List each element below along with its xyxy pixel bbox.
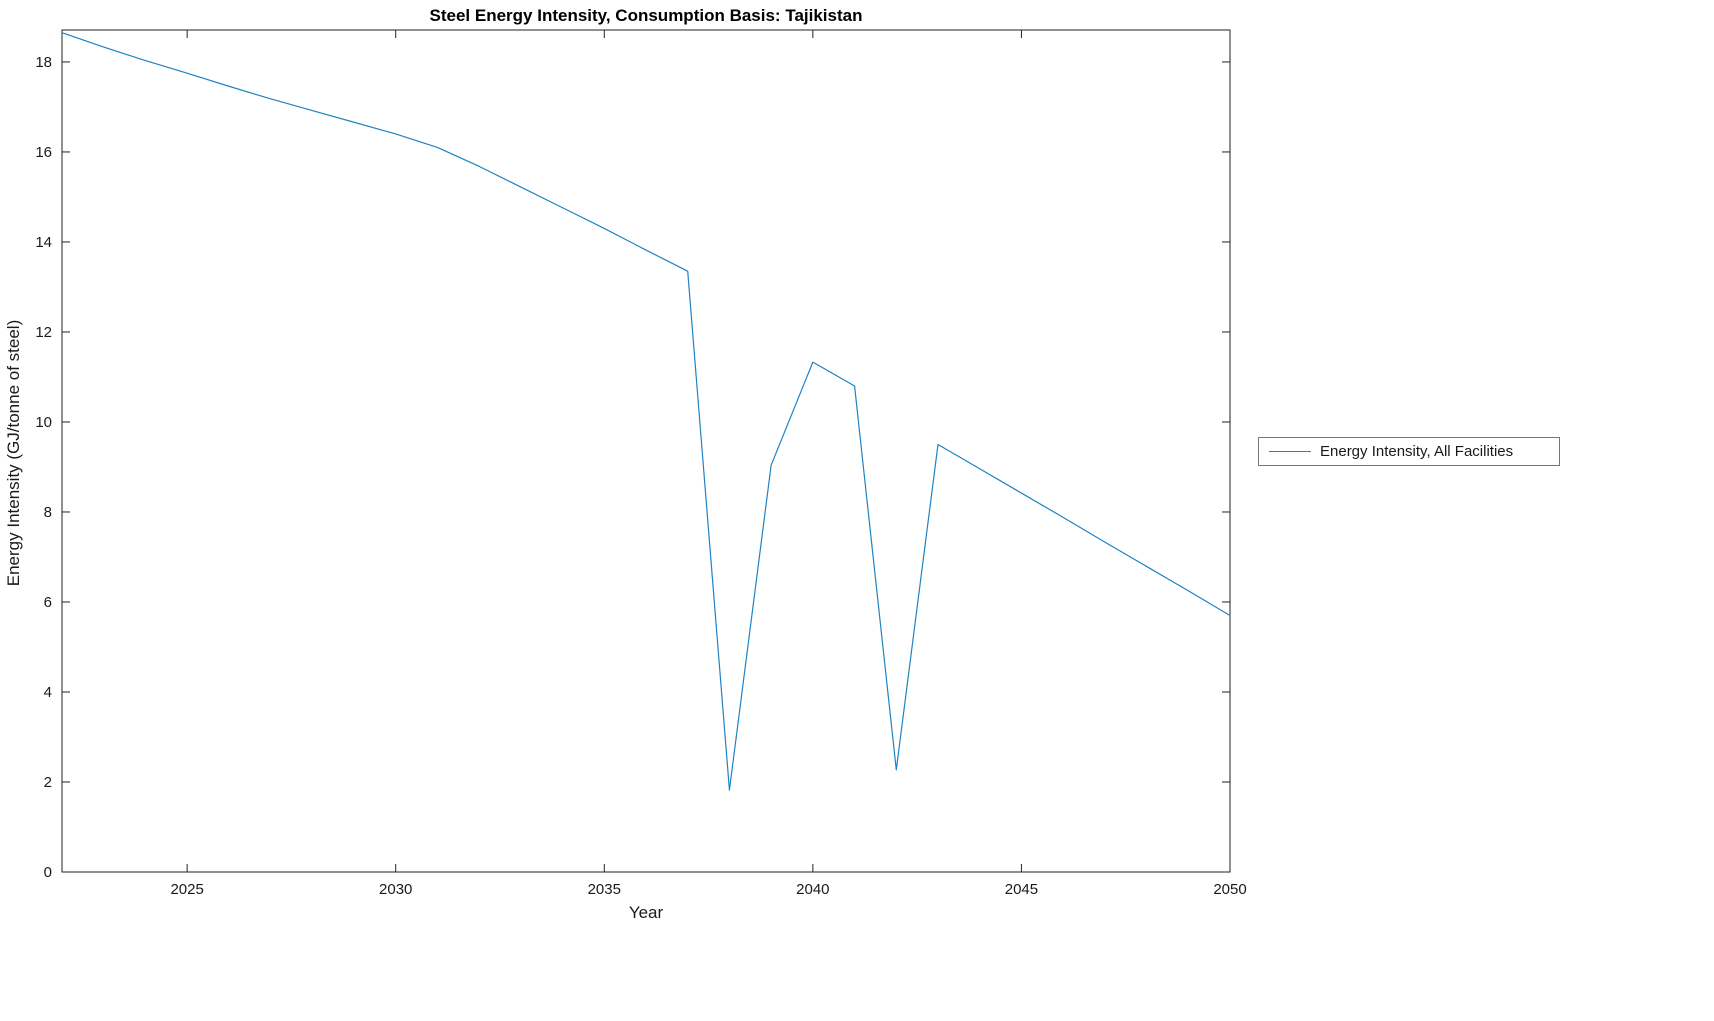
y-tick-label: 12 (35, 324, 52, 341)
y-tick-label: 8 (44, 504, 52, 521)
axes-box (61, 29, 1231, 873)
y-tick-label: 4 (44, 684, 52, 701)
y-tick-label: 16 (35, 144, 52, 161)
x-tick-label: 2040 (796, 881, 829, 898)
chart-title: Steel Energy Intensity, Consumption Basi… (429, 6, 863, 25)
y-axis-label: Energy Intensity (GJ/tonne of steel) (4, 319, 23, 587)
legend-label: Energy Intensity, All Facilities (1320, 443, 1514, 460)
y-tick-label: 14 (35, 234, 52, 251)
legend-line-sample-icon (1269, 451, 1311, 452)
y-tick-label: 6 (44, 594, 52, 611)
y-tick-label: 18 (35, 54, 52, 71)
legend-box: Energy Intensity, All Facilities (1258, 437, 1560, 466)
y-tick-label: 10 (35, 414, 52, 431)
series-line-energy-intensity (61, 32, 1231, 791)
y-tick-label: 0 (44, 864, 52, 881)
x-tick-label: 2025 (170, 881, 203, 898)
x-tick-label: 2030 (379, 881, 412, 898)
x-tick-label: 2050 (1213, 881, 1246, 898)
y-tick-label: 2 (44, 774, 52, 791)
x-tick-label: 2035 (588, 881, 621, 898)
x-axis-label: Year (628, 903, 664, 922)
x-tick-label: 2045 (1005, 881, 1038, 898)
